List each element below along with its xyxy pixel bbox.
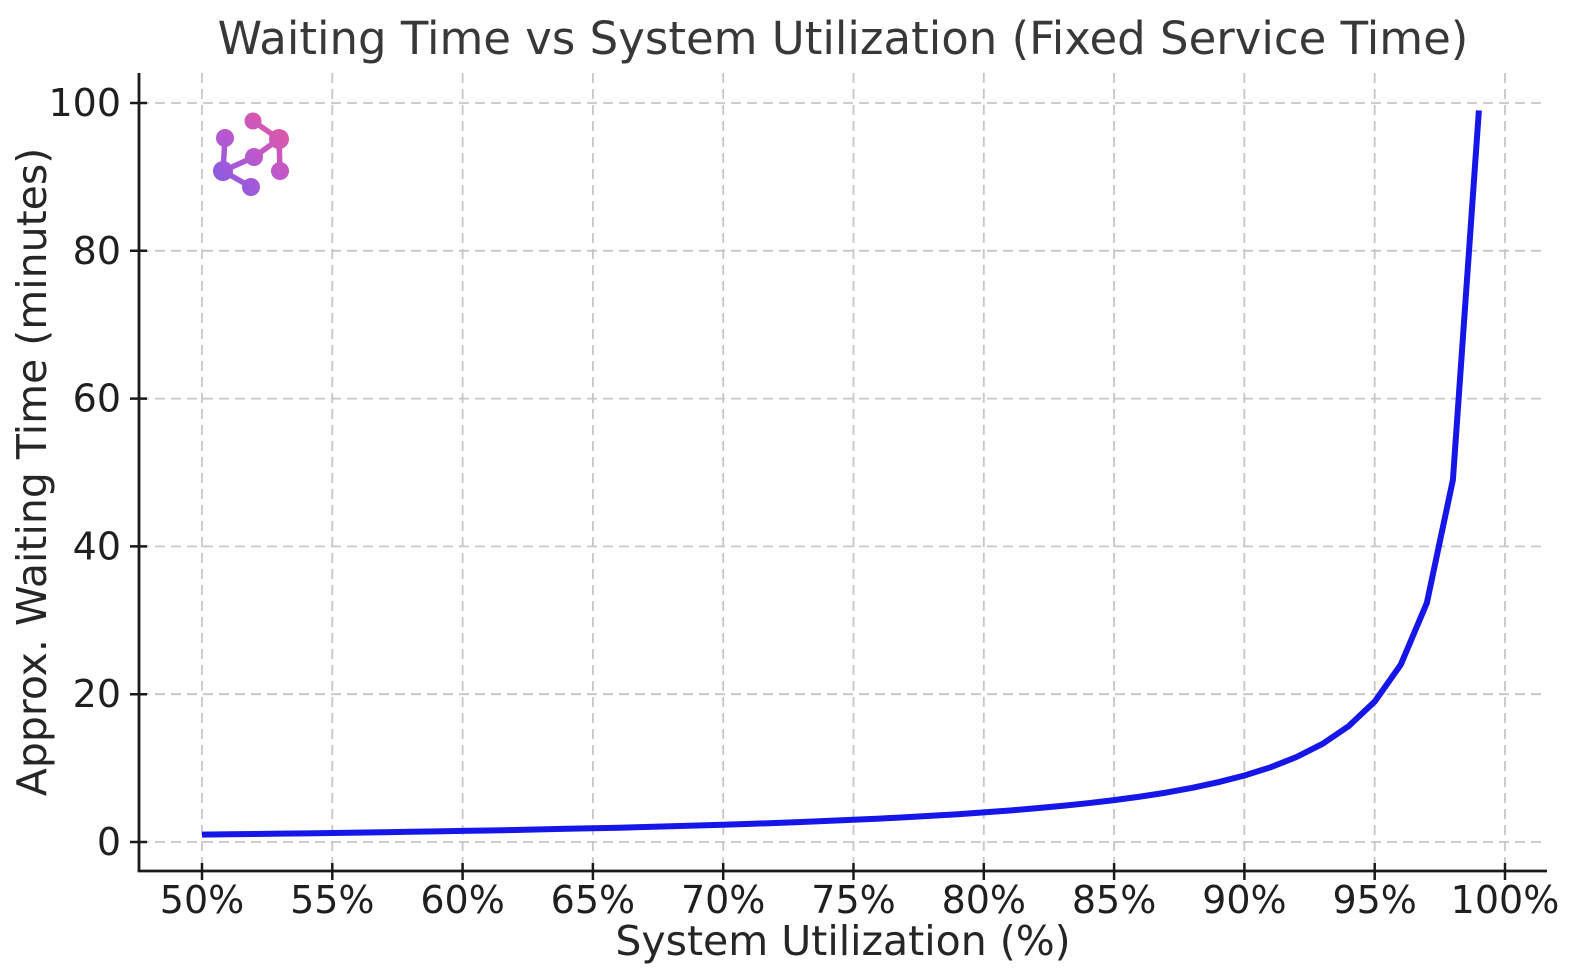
x-tick-label: 90% (1202, 878, 1286, 922)
y-tick-label: 60 (73, 377, 121, 421)
x-tick-label: 65% (551, 878, 635, 922)
x-tick-label: 75% (811, 878, 895, 922)
y-tick-label: 40 (73, 524, 121, 568)
x-tick-label: 80% (942, 878, 1026, 922)
x-tick-label: 95% (1332, 878, 1416, 922)
y-axis-label: Approx. Waiting Time (minutes) (8, 148, 56, 796)
x-tick-labels: 50% 55% 60% 65% 70% 75% 80% 85% 90% 95% 100% (160, 878, 1560, 922)
x-tick-label: 100% (1451, 878, 1560, 922)
y-tick-label: 100 (48, 81, 121, 125)
waiting-time-curve (201, 110, 1482, 838)
x-tick-label: 60% (420, 878, 504, 922)
axis-tick-marks (130, 101, 1507, 880)
x-tick-label: 85% (1072, 878, 1156, 922)
y-tick-label: 0 (97, 820, 121, 864)
x-axis-label: System Utilization (%) (615, 917, 1070, 965)
x-tick-label: 55% (290, 878, 374, 922)
molecule-network-icon (213, 112, 289, 196)
x-tick-label: 50% (160, 878, 244, 922)
y-tick-labels: 0 20 40 60 80 100 (48, 81, 121, 864)
axes-spines (137, 73, 1547, 873)
y-tick-label: 80 (73, 229, 121, 273)
chart-title: Waiting Time vs System Utilization (Fixe… (218, 12, 1469, 65)
x-tick-label: 70% (681, 878, 765, 922)
y-tick-label: 20 (73, 672, 121, 716)
gridlines (139, 73, 1547, 871)
